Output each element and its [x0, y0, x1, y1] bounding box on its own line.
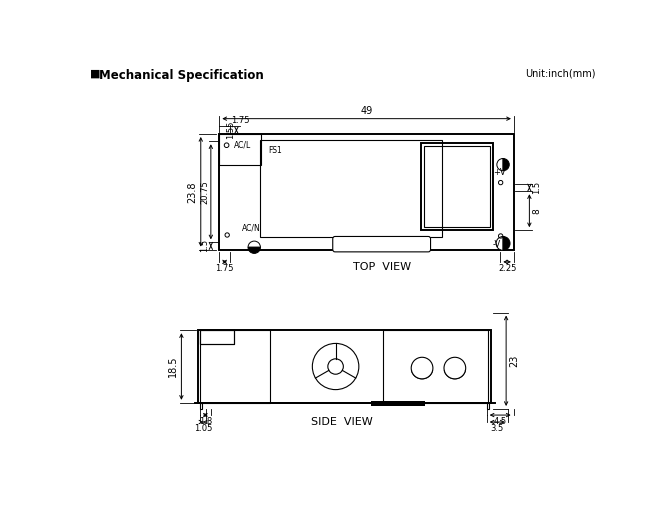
Text: 1.75: 1.75 — [215, 264, 234, 273]
Text: 1.05: 1.05 — [194, 425, 212, 433]
Bar — [200, 331, 234, 344]
Text: SIDE  VIEW: SIDE VIEW — [311, 417, 373, 427]
Text: 1.75: 1.75 — [231, 116, 250, 125]
Text: FS1: FS1 — [269, 145, 283, 155]
Text: 2.25: 2.25 — [498, 264, 517, 273]
Text: 1.5: 1.5 — [533, 181, 541, 194]
Text: Mechanical Specification: Mechanical Specification — [99, 68, 264, 82]
Bar — [219, 134, 514, 250]
Bar — [200, 331, 234, 344]
Text: ■: ■ — [90, 68, 100, 79]
Wedge shape — [496, 236, 503, 250]
Text: 8: 8 — [533, 208, 541, 214]
FancyBboxPatch shape — [333, 236, 431, 252]
Polygon shape — [444, 371, 466, 379]
Text: 3.5: 3.5 — [490, 425, 504, 433]
Bar — [424, 146, 490, 227]
Text: 49: 49 — [360, 106, 373, 116]
Text: 1.8: 1.8 — [199, 417, 212, 427]
Bar — [421, 143, 493, 230]
Polygon shape — [411, 371, 433, 379]
Text: AC/L: AC/L — [234, 141, 252, 150]
Text: 20.75: 20.75 — [200, 180, 209, 204]
Text: 23: 23 — [509, 355, 519, 367]
Text: 18.5: 18.5 — [168, 356, 178, 377]
Bar — [486, 403, 489, 409]
Wedge shape — [503, 236, 510, 250]
Bar — [200, 331, 270, 403]
Text: 1.55: 1.55 — [226, 121, 235, 139]
Wedge shape — [248, 247, 261, 253]
Wedge shape — [248, 241, 261, 247]
Bar — [219, 134, 261, 164]
Text: TOP  VIEW: TOP VIEW — [353, 262, 411, 271]
Bar — [371, 401, 425, 406]
Text: Unit:inch(mm): Unit:inch(mm) — [525, 68, 595, 79]
Text: AC/N: AC/N — [243, 223, 261, 232]
Bar — [200, 403, 202, 409]
Text: 4.5: 4.5 — [494, 417, 507, 427]
Bar — [198, 331, 490, 403]
Text: -V: -V — [493, 240, 501, 249]
Text: 23.8: 23.8 — [188, 181, 198, 203]
Text: 1.5: 1.5 — [200, 240, 209, 252]
Bar — [260, 140, 442, 237]
Bar — [383, 331, 488, 403]
Text: +V: +V — [493, 169, 505, 177]
Wedge shape — [497, 158, 503, 171]
Wedge shape — [503, 158, 509, 171]
